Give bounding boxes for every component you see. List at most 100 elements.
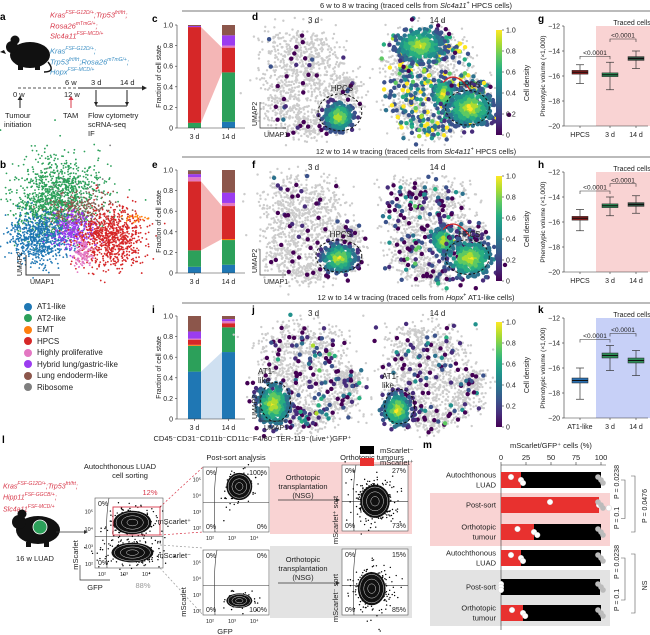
cell-point bbox=[100, 203, 103, 206]
cell-point bbox=[22, 238, 25, 241]
cell-point bbox=[71, 228, 73, 231]
cell-point bbox=[57, 214, 60, 217]
background-cell bbox=[325, 70, 328, 73]
cell-point bbox=[109, 206, 112, 209]
panel-letter-a: a bbox=[0, 12, 6, 23]
background-cell bbox=[292, 61, 295, 64]
cell-point bbox=[74, 225, 77, 228]
cell-point bbox=[55, 181, 58, 184]
background-cell bbox=[277, 108, 280, 111]
cell-point bbox=[126, 216, 129, 219]
cell-point bbox=[76, 249, 79, 252]
cell-point bbox=[38, 239, 41, 242]
cell-point bbox=[6, 242, 9, 244]
cell-point bbox=[58, 172, 60, 175]
cell-point bbox=[62, 167, 65, 169]
cell-point bbox=[104, 246, 107, 249]
cell-point bbox=[44, 183, 47, 186]
cell-point bbox=[53, 240, 56, 243]
cell-point bbox=[49, 174, 51, 176]
background-cell bbox=[270, 103, 274, 106]
cell-point bbox=[14, 230, 16, 233]
background-cell bbox=[307, 115, 310, 118]
cell-point bbox=[56, 212, 59, 215]
cell-point bbox=[37, 228, 40, 231]
cell-point bbox=[129, 238, 131, 241]
cell-point bbox=[42, 269, 45, 272]
cell-point bbox=[30, 186, 33, 188]
cell-point bbox=[44, 185, 46, 188]
background-cell bbox=[239, 91, 242, 95]
cell-point bbox=[45, 208, 48, 211]
cell-point bbox=[78, 218, 81, 221]
cell-point bbox=[101, 226, 104, 229]
cell-point bbox=[137, 219, 140, 222]
bar-segment-lung-endoderm-like bbox=[188, 25, 201, 27]
cell-point bbox=[100, 244, 103, 247]
background-cell bbox=[299, 107, 302, 110]
cell-point bbox=[132, 216, 135, 219]
background-cell bbox=[276, 44, 279, 48]
background-cell bbox=[285, 110, 288, 114]
cell-point bbox=[87, 252, 90, 255]
background-cell bbox=[295, 34, 299, 37]
background-cell bbox=[331, 52, 335, 56]
background-cell bbox=[268, 87, 271, 90]
cell-point bbox=[14, 228, 16, 231]
cell-point bbox=[24, 195, 27, 198]
cell-point bbox=[63, 230, 66, 233]
background-cell bbox=[297, 93, 301, 97]
cell-point bbox=[108, 200, 111, 202]
cell-point bbox=[48, 217, 51, 220]
cell-point bbox=[94, 212, 97, 215]
cell-point bbox=[95, 209, 98, 212]
bar-segment-hpcs bbox=[222, 206, 235, 240]
cell-point bbox=[85, 176, 87, 179]
cell-point bbox=[130, 258, 133, 261]
cell-point bbox=[71, 232, 74, 235]
cell-point bbox=[58, 221, 61, 224]
background-cell bbox=[310, 108, 314, 111]
background-cell bbox=[335, 60, 339, 64]
cell-point bbox=[87, 229, 90, 231]
background-cell bbox=[313, 47, 317, 50]
cell-point bbox=[59, 190, 62, 193]
bar-segment-hybrid-lung-gastric-like bbox=[188, 331, 201, 339]
background-cell bbox=[318, 38, 322, 41]
cell-point bbox=[77, 209, 80, 212]
cell-point bbox=[56, 229, 58, 232]
cell-point bbox=[40, 252, 43, 255]
cell-point bbox=[98, 223, 101, 225]
cell-point bbox=[89, 203, 92, 205]
cell-point bbox=[86, 219, 89, 222]
cell-point bbox=[33, 213, 35, 216]
background-cell bbox=[280, 37, 283, 40]
cell-point bbox=[69, 187, 72, 190]
cell-point bbox=[76, 193, 79, 195]
cell-point bbox=[41, 217, 44, 220]
cell-point bbox=[76, 207, 78, 210]
cell-point bbox=[0, 129, 2, 131]
cell-point bbox=[20, 239, 23, 242]
cell-point bbox=[39, 175, 42, 177]
cell-point bbox=[101, 191, 104, 194]
cell-point bbox=[77, 166, 80, 169]
cell-point bbox=[83, 266, 85, 269]
cell-point bbox=[85, 228, 88, 231]
cell-point bbox=[42, 227, 45, 230]
cell-point bbox=[111, 246, 113, 249]
cell-point bbox=[34, 191, 37, 194]
cell-point bbox=[115, 236, 117, 239]
cell-point bbox=[79, 231, 82, 234]
cell-point bbox=[46, 259, 49, 262]
cell-point bbox=[117, 222, 120, 225]
cell-point bbox=[116, 215, 119, 218]
cell-point bbox=[52, 214, 55, 217]
background-cell bbox=[308, 82, 311, 85]
cell-point bbox=[98, 264, 100, 267]
background-cell bbox=[323, 43, 326, 46]
background-cell bbox=[310, 136, 313, 140]
cell-point bbox=[85, 236, 88, 238]
cell-point bbox=[120, 263, 123, 266]
cell-point bbox=[139, 224, 142, 227]
